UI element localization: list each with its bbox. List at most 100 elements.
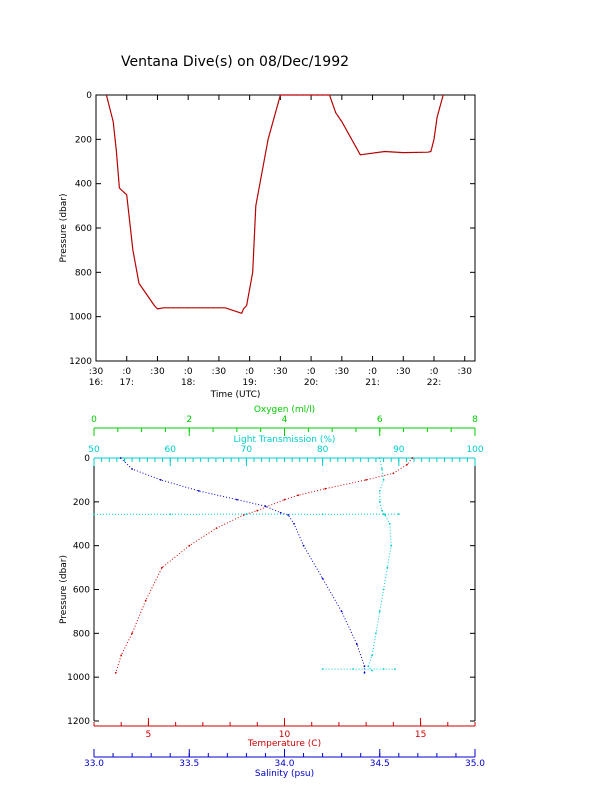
top-plot-frame xyxy=(95,94,476,362)
temperature-profile-point xyxy=(406,463,408,466)
salinity-profile-point xyxy=(287,514,290,516)
oxygen-tick-label: 8 xyxy=(472,415,478,425)
top-x-tick-hour-label: 16: xyxy=(89,378,103,388)
transmission-profile-point xyxy=(390,544,393,547)
top-y-tick-label: 800 xyxy=(75,268,92,278)
salinity-profile-point xyxy=(159,479,162,481)
top-x-tick-hour-label: 18: xyxy=(181,378,195,388)
transmission-profile-point xyxy=(352,668,354,670)
temperature-profile-point xyxy=(297,494,299,497)
temperature-profile-point xyxy=(215,527,218,529)
top-y-tick-label: 600 xyxy=(75,224,92,234)
salinity-profile-point xyxy=(264,505,267,508)
bottom-y-tick-label: 1000 xyxy=(67,673,90,683)
bottom-y-tick-label: 400 xyxy=(73,542,90,552)
temperature-profile-point xyxy=(114,671,117,674)
bottom-y-tick-label: 200 xyxy=(73,498,90,508)
salinity-profile-point xyxy=(302,544,305,547)
temperature-profile-point xyxy=(256,509,259,512)
top-y-tick-label: 0 xyxy=(86,91,92,101)
temperature-profile-point xyxy=(188,544,191,547)
salinity-tick-label: 34.0 xyxy=(274,759,294,769)
transmission-profile-point xyxy=(386,566,389,569)
transmission-profile-point xyxy=(321,513,324,516)
salinity-tick-label: 35.0 xyxy=(465,759,485,769)
temperature-tick-label: 10 xyxy=(279,730,291,740)
transmission-profile-point xyxy=(93,513,95,516)
salinity-tick-label: 33.0 xyxy=(84,759,104,769)
top-x-tick-label: :0 xyxy=(245,367,254,377)
top-x-axis-label: Time (UTC) xyxy=(210,390,261,400)
top-x-tick-hour-label: 20: xyxy=(304,378,318,388)
transmission-profile-point xyxy=(388,522,391,525)
transmission-profile-point xyxy=(245,513,248,515)
transmission-tick-label: 90 xyxy=(393,445,405,455)
chart-title: Ventana Dive(s) on 08/Dec/1992 xyxy=(121,54,349,70)
temperature-profile-point xyxy=(365,479,367,481)
transmission-profile-point xyxy=(378,610,381,613)
top-x-tick-label: :30 xyxy=(89,367,104,377)
top-y-tick-label: 200 xyxy=(75,135,92,145)
top-x-tick-label: :0 xyxy=(368,367,377,377)
pressure-time-line xyxy=(105,94,444,314)
transmission-tick-label: 50 xyxy=(88,445,100,455)
temperature-profile-point xyxy=(392,472,395,475)
oxygen-tick-label: 2 xyxy=(186,415,192,425)
transmission-profile-point xyxy=(382,479,385,481)
pressure-time-line-overlay xyxy=(106,94,444,314)
temperature-profile-point xyxy=(120,654,123,657)
top-x-tick-label: :0 xyxy=(430,367,439,377)
top-x-tick-label: :30 xyxy=(457,367,472,377)
transmission-profile-point xyxy=(397,513,400,515)
top-x-tick-label: :30 xyxy=(212,367,227,377)
transmission-tick-label: 100 xyxy=(466,445,483,455)
salinity-axis-title: Salinity (psu) xyxy=(255,769,314,779)
top-y-tick-label: 1000 xyxy=(69,313,92,323)
temperature-profile-point xyxy=(161,566,163,569)
transmission-profile-point xyxy=(378,490,381,492)
top-x-tick-label: :30 xyxy=(150,367,165,377)
transmission-axis-title: Light Transmission (%) xyxy=(234,435,336,445)
transmission-profile-point xyxy=(382,588,385,591)
transmission-profile-point xyxy=(371,654,373,657)
temperature-profile-point xyxy=(131,632,134,635)
top-x-tick-label: :30 xyxy=(335,367,350,377)
bottom-y-axis-label: Pressure (dbar) xyxy=(59,555,69,624)
transmission-profile-point xyxy=(382,513,385,515)
temperature-profile-point xyxy=(144,599,147,602)
oxygen-tick-label: 4 xyxy=(282,415,288,425)
salinity-profile-point xyxy=(340,610,343,613)
top-x-tick-label: :0 xyxy=(122,367,131,377)
transmission-profile-point xyxy=(169,513,172,516)
transmission-tick-label: 80 xyxy=(317,445,329,455)
temperature-tick-label: 15 xyxy=(415,730,426,740)
top-x-tick-label: :0 xyxy=(184,367,193,377)
temperature-axis-title: Temperature (C) xyxy=(247,739,321,749)
top-chart: 020040060080010001200:3016::017::30:018:… xyxy=(59,91,476,400)
salinity-profile-point xyxy=(131,468,134,470)
temperature-profile-point xyxy=(324,487,327,490)
bottom-y-tick-label: 1200 xyxy=(67,717,90,727)
bottom-y-tick-label: 600 xyxy=(73,586,90,596)
transmission-profile-point xyxy=(382,668,385,670)
salinity-profile-point xyxy=(197,490,200,492)
oxygen-tick-label: 0 xyxy=(91,415,97,425)
transmission-profile-point xyxy=(378,457,381,459)
bottom-y-tick-label: 0 xyxy=(84,454,90,464)
transmission-profile-point xyxy=(378,500,381,503)
bottom-chart: 0 200 400 600 800 1000 1200 Pressure (dbar) 0 2 4 6… xyxy=(59,405,485,779)
transmission-tick-label: 70 xyxy=(241,445,253,455)
oxygen-tick-label: 6 xyxy=(377,415,383,425)
bottom-y-tick-label: 800 xyxy=(73,629,90,639)
salinity-profile-point xyxy=(321,577,324,580)
transmission-profile-point xyxy=(321,668,324,670)
oxygen-axis-title: Oxygen (ml/l) xyxy=(254,405,315,415)
salinity-profile-point xyxy=(363,665,366,668)
salinity-tick-label: 34.5 xyxy=(370,759,390,769)
top-x-tick-label: :0 xyxy=(307,367,316,377)
top-x-tick-hour-label: 17: xyxy=(119,378,133,388)
top-x-tick-hour-label: 22: xyxy=(427,378,441,388)
top-x-tick-hour-label: 19: xyxy=(242,378,256,388)
